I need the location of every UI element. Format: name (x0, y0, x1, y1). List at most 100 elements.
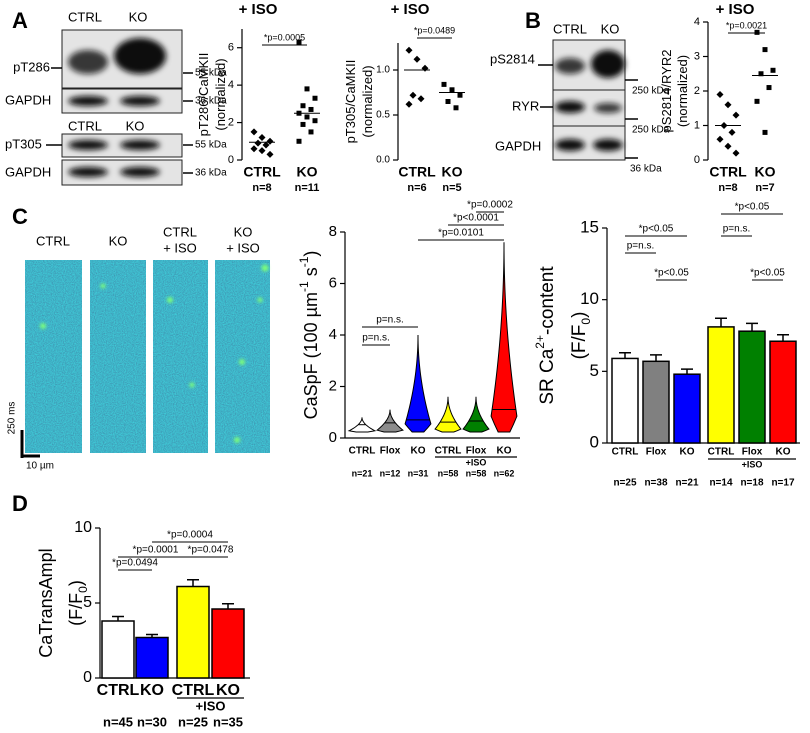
data-point (262, 141, 270, 149)
y-axis-label-part: pT305/CaMKII (343, 60, 358, 144)
violin (376, 409, 404, 433)
y-tick-label: 2 (694, 85, 700, 97)
y-tick-label: 0 (228, 154, 234, 166)
y-axis-label: SR Ca2+-content (533, 266, 558, 405)
data-point (766, 85, 772, 91)
y-axis-label-part: (normalized) (360, 65, 375, 137)
y-axis-label: (normalized) (675, 55, 690, 127)
significance-label: *p=0.0478 (188, 545, 234, 556)
bar (211, 608, 245, 679)
image-label: + ISO (163, 240, 197, 255)
image-label: KO (109, 233, 128, 248)
band-label: GAPDH (495, 138, 541, 153)
violin (404, 334, 432, 433)
violin (434, 396, 462, 433)
y-axis-label-part: CaTransAmpl (36, 548, 56, 657)
error-bar (222, 603, 234, 609)
blot-band (120, 140, 160, 150)
data-point (732, 149, 740, 157)
y-axis-label-part: SR Ca (537, 348, 558, 404)
bar (176, 585, 210, 679)
significance-label: *p<0.05 (735, 202, 770, 213)
data-point (312, 95, 318, 101)
n-label: n=11 (295, 182, 320, 194)
data-point (754, 98, 760, 104)
data-point (304, 114, 310, 120)
n-label: n=35 (213, 714, 243, 729)
significance-label: *p=0.0001 (133, 545, 179, 556)
y-axis-label-part: -content (537, 266, 558, 335)
y-axis-label: pT286/CaMKII (196, 53, 211, 137)
n-label: n=21 (675, 478, 699, 489)
significance-label: *p<0.05 (639, 224, 674, 235)
data-point (405, 46, 413, 54)
y-tick-label: 0 (694, 154, 700, 166)
bar (769, 340, 797, 444)
significance-label: p=n.s. (376, 315, 404, 326)
n-label: n=18 (740, 478, 764, 489)
linescan (25, 260, 82, 453)
blot-band (120, 167, 160, 177)
data-point (413, 55, 421, 63)
significance-label: *p=0.0002 (467, 200, 513, 211)
image-label: KO (234, 224, 253, 239)
data-point (716, 90, 724, 98)
bar (611, 357, 639, 444)
y-tick-label: 0 (590, 432, 599, 451)
y-tick-label: 6 (329, 274, 337, 291)
data-point (266, 150, 274, 158)
bar (135, 636, 169, 679)
blot-band (593, 139, 623, 151)
blot-band (591, 50, 625, 78)
y-axis-label-part: (normalized) (213, 58, 228, 130)
n-label: n=30 (137, 714, 167, 729)
bar (642, 360, 670, 444)
chart-title: + ISO (239, 1, 278, 18)
y-axis-label-part: (F/F (569, 325, 590, 360)
panel-label: C (12, 204, 28, 229)
y-axis-label-part: 0 (76, 586, 90, 593)
significance-label: p=n.s. (723, 224, 751, 235)
data-point (250, 145, 258, 153)
panel-label: A (12, 8, 28, 33)
group-label: +ISO (466, 457, 487, 467)
kda-label: 55 kDa (195, 68, 227, 79)
error-bar (777, 334, 789, 342)
linescan-images: CTRL KO CTRL + ISO KO + ISO 250 ms 10 µm (7, 224, 270, 472)
kda-label: 55 kDa (195, 140, 227, 151)
y-axis-label-part: CaSpF (100 µm (301, 292, 321, 419)
y-axis-label-part: -1 (297, 281, 311, 292)
y-axis-label-part: ) (66, 580, 86, 586)
group-label: +ISO (196, 698, 226, 713)
x-tick-label: KO (755, 164, 776, 180)
y-tick-label: 15 (580, 217, 599, 236)
panel-label: B (525, 8, 541, 33)
y-axis-label-part: (normalized) (675, 55, 690, 127)
data-point (716, 135, 724, 143)
bar (707, 326, 735, 444)
n-label: n=45 (103, 714, 133, 729)
lane-label: KO (126, 118, 145, 133)
x-tick-label: KO (442, 164, 463, 180)
error-bar (650, 354, 662, 362)
n-label: n=14 (709, 478, 733, 489)
chart-title: + ISO (391, 1, 430, 18)
significance-label: *p=0.0021 (726, 20, 767, 30)
x-tick-label: KO (411, 446, 426, 457)
bar (101, 620, 135, 679)
x-tick-label: Flox (646, 447, 667, 458)
data-point (296, 138, 302, 144)
band-label: pS2814 (490, 51, 535, 66)
panel-label: D (12, 491, 28, 516)
error-bar (715, 317, 727, 327)
image-label: CTRL (163, 224, 197, 239)
x-tick-label: CTRL (243, 164, 281, 180)
n-label: n=8 (252, 182, 271, 194)
y-axis-label: CaTransAmpl (36, 548, 56, 657)
y-tick-label: 10 (74, 519, 92, 536)
y-tick-label: 5 (83, 594, 92, 611)
x-tick-label: CTRL (172, 682, 215, 699)
blot-band (114, 38, 166, 74)
linescan (215, 260, 270, 453)
y-axis-label-part: ) (569, 312, 590, 318)
